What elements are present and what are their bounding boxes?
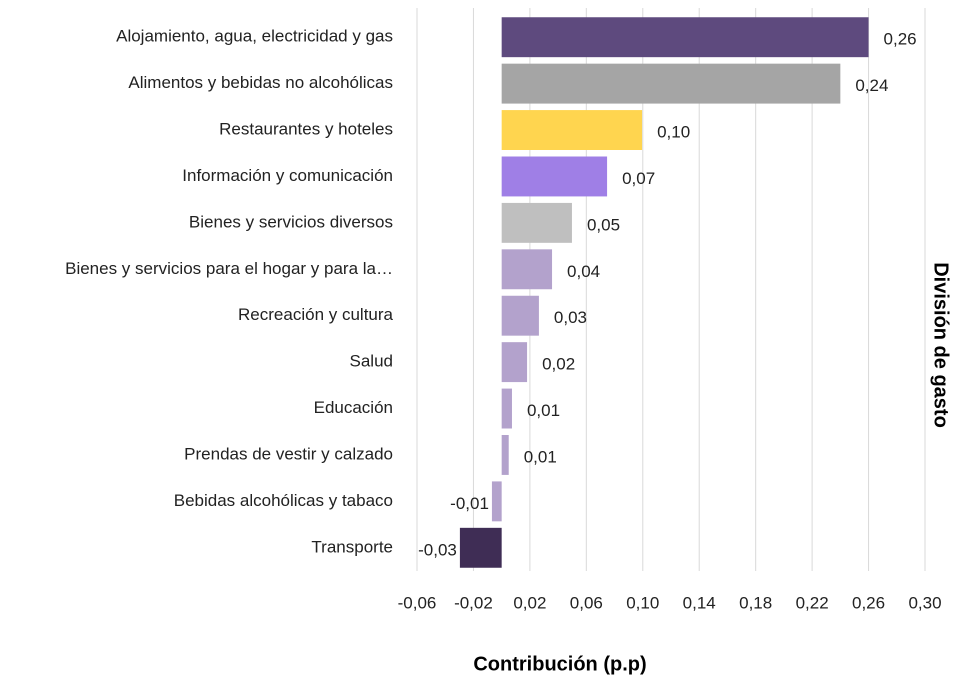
data-label: 0,26	[884, 30, 917, 49]
data-label: 0,24	[855, 76, 888, 95]
y-tick-label: Educación	[314, 398, 393, 417]
bar	[501, 156, 608, 197]
bar	[501, 17, 869, 58]
y-tick-label: Bebidas alcohólicas y tabaco	[174, 491, 393, 510]
x-tick-label: 0,14	[683, 593, 716, 612]
x-tick-label: -0,06	[398, 593, 437, 612]
x-tick-label: 0,22	[796, 593, 829, 612]
data-label: 0,01	[524, 447, 557, 466]
x-tick-label: 0,02	[513, 593, 546, 612]
data-label: 0,03	[554, 308, 587, 327]
bar	[501, 202, 572, 243]
x-tick-label: 0,26	[852, 593, 885, 612]
bar	[501, 110, 643, 151]
bar	[501, 295, 539, 336]
x-tick-label: -0,02	[454, 593, 493, 612]
x-tick-label: 0,18	[739, 593, 772, 612]
bar	[491, 481, 502, 522]
y-tick-label: Restaurantes y hoteles	[219, 120, 393, 139]
data-label: 0,07	[622, 169, 655, 188]
data-label: -0,01	[450, 494, 489, 513]
x-tick-label: 0,10	[626, 593, 659, 612]
data-label: 0,10	[657, 123, 690, 142]
bar	[501, 249, 553, 290]
x-tick-label: 0,30	[908, 593, 941, 612]
data-label: 0,04	[567, 262, 600, 281]
data-label: 0,02	[542, 355, 575, 374]
bar	[459, 527, 502, 568]
bar	[501, 63, 841, 104]
bar	[501, 388, 512, 429]
x-tick-label: 0,06	[570, 593, 603, 612]
bar	[501, 342, 528, 383]
y-tick-label: Recreación y cultura	[238, 305, 394, 324]
y-tick-label: Bienes y servicios diversos	[189, 212, 393, 231]
bar	[501, 434, 509, 475]
y-tick-label: Transporte	[311, 537, 393, 556]
y-tick-label: Bienes y servicios para el hogar y para …	[65, 259, 393, 278]
y-tick-label: Prendas de vestir y calzado	[184, 444, 393, 463]
y-tick-label: Información y comunicación	[182, 166, 393, 185]
y-axis-label: División de gasto	[930, 262, 952, 428]
y-tick-label: Alojamiento, agua, electricidad y gas	[116, 27, 393, 46]
y-tick-label: Salud	[350, 352, 393, 371]
data-label: -0,03	[418, 540, 457, 559]
y-tick-label: Alimentos y bebidas no alcohólicas	[128, 73, 393, 92]
data-label: 0,01	[527, 401, 560, 420]
data-label: 0,05	[587, 215, 620, 234]
x-axis-label: Contribución (p.p)	[473, 653, 646, 675]
